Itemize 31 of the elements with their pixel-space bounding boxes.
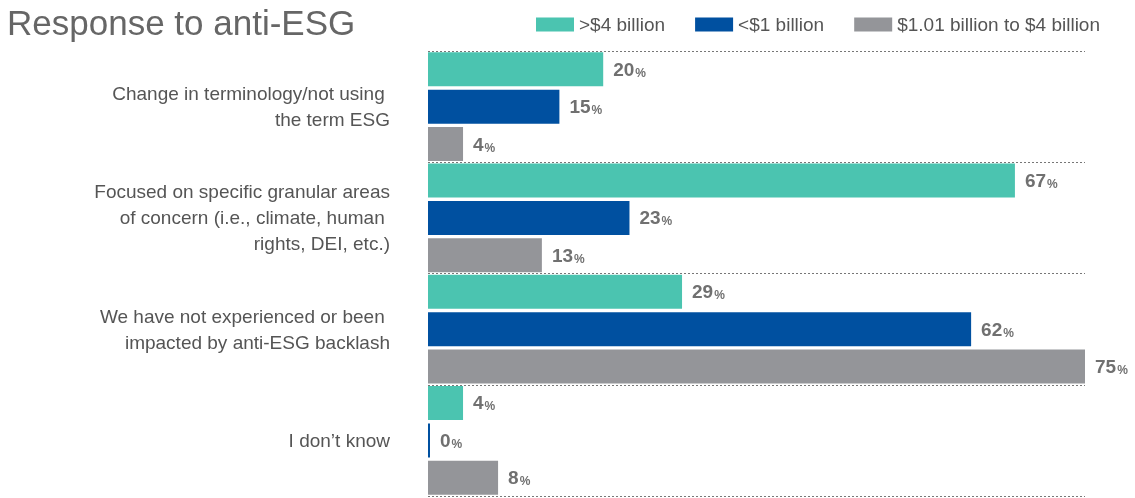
y-tick-label: Focused on specific granular areas of concern (i.e., climate, human rights, DEI, etc.) [94,181,390,255]
legend-label: <$1 billion [738,14,825,35]
bar [428,127,464,162]
data-label: 13% [551,244,586,266]
y-tick-label: We have not experienced or been impacted by anti-ESG backlash [99,305,390,353]
bar [428,349,1085,384]
bar [428,312,972,347]
bar [428,238,542,273]
y-tick-label: Change in terminology/not using the term ESG [112,83,390,131]
bar [428,163,1015,198]
bar [428,200,630,235]
bar [428,274,683,309]
legend-label: $1.01 billion to $4 billion [897,14,1100,35]
data-label: 20% [613,58,647,80]
data-label: 0% [440,429,463,451]
data-label: 75% [1095,356,1129,378]
data-label: 29% [692,281,726,303]
data-label: 15% [569,96,603,118]
data-label: 4% [473,133,496,155]
chart-title: Response to anti-ESG [7,3,356,42]
data-label: 4% [473,392,496,414]
data-label: 62% [981,318,1015,340]
data-label: 23% [639,207,673,229]
bar [428,52,604,87]
y-tick-label: I don’t know [288,429,391,451]
bar [428,385,464,420]
data-label: 8% [508,467,531,489]
bar [428,460,499,495]
data-label: 67% [1024,169,1059,191]
bar [428,89,560,124]
legend-label: >$4 billion [579,14,666,35]
